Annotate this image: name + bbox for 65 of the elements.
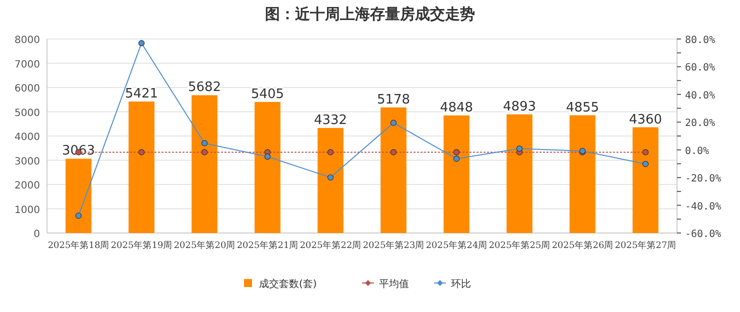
point	[390, 149, 397, 156]
point	[642, 149, 649, 156]
data-label: 4848	[440, 100, 474, 116]
y2-tick-label: 60.0%	[685, 62, 716, 74]
x-tick-label: 2025年第25周	[488, 240, 550, 251]
x-tick-label: 2025年第21周	[236, 240, 298, 251]
x-tick-label: 2025年第26周	[552, 240, 614, 251]
bar	[318, 128, 344, 233]
legend-label: 成交套数(套)	[259, 278, 317, 290]
data-label: 4332	[314, 112, 348, 128]
data-label: 5405	[250, 86, 284, 102]
y-tick-label: 0	[34, 229, 40, 240]
bar	[380, 107, 406, 233]
y2-tick-label: -60.0%	[685, 229, 722, 240]
point	[201, 140, 208, 146]
point	[642, 160, 649, 168]
x-tick-label: 2025年第18周	[48, 240, 110, 251]
y-tick-label: 7000	[14, 59, 40, 70]
bar	[506, 114, 532, 233]
x-tick-label: 2025年第22周	[300, 240, 362, 251]
point	[75, 212, 82, 219]
y2-tick-label: -40.0%	[685, 201, 722, 212]
point	[453, 149, 460, 156]
bar	[570, 115, 596, 233]
bar	[444, 115, 470, 233]
y2-tick-label: 20.0%	[685, 118, 716, 130]
bar	[254, 102, 280, 233]
y-tick-label: 4000	[14, 132, 40, 143]
point	[327, 174, 334, 181]
point	[327, 149, 334, 156]
legend-label: 环比	[451, 278, 471, 290]
data-label: 5682	[188, 80, 222, 96]
point	[138, 149, 145, 156]
data-label: 5178	[376, 92, 410, 108]
point	[264, 154, 271, 160]
y-tick-label: 1000	[14, 204, 40, 216]
point	[453, 156, 460, 162]
y-tick-label: 6000	[14, 84, 40, 94]
data-label: 4893	[502, 99, 536, 114]
y-tick-label: 2000	[14, 180, 40, 192]
y-tick-label: 8000	[14, 35, 40, 46]
point	[516, 146, 523, 152]
data-label: 4855	[566, 100, 600, 116]
title: 图：近十周上海存量房成交走势	[265, 5, 475, 23]
y2-tick-label: 0.0%	[685, 146, 710, 157]
bar	[128, 102, 154, 233]
y-tick-label: 5000	[14, 108, 40, 119]
y2-tick-label: 40.0%	[685, 90, 716, 102]
x-tick-label: 2025年第20周	[174, 240, 236, 251]
point	[201, 149, 208, 156]
y2-tick-label: 80.0%	[685, 35, 716, 46]
data-label: 5421	[124, 86, 158, 102]
x-tick-label: 2025年第27周	[614, 240, 676, 251]
data-label: 4360	[628, 112, 662, 128]
x-tick-label: 2025年第23周	[362, 240, 424, 251]
bar	[66, 158, 92, 233]
bar	[192, 95, 218, 233]
bar	[632, 127, 658, 233]
point	[138, 40, 145, 46]
x-tick-label: 2025年第24周	[426, 240, 488, 251]
legend-label: 平均值	[379, 278, 409, 290]
y-tick-label: 3000	[14, 156, 40, 168]
x-tick-label: 2025年第19周	[110, 240, 172, 251]
y2-tick-label: -20.0%	[685, 174, 722, 185]
point	[390, 120, 397, 126]
